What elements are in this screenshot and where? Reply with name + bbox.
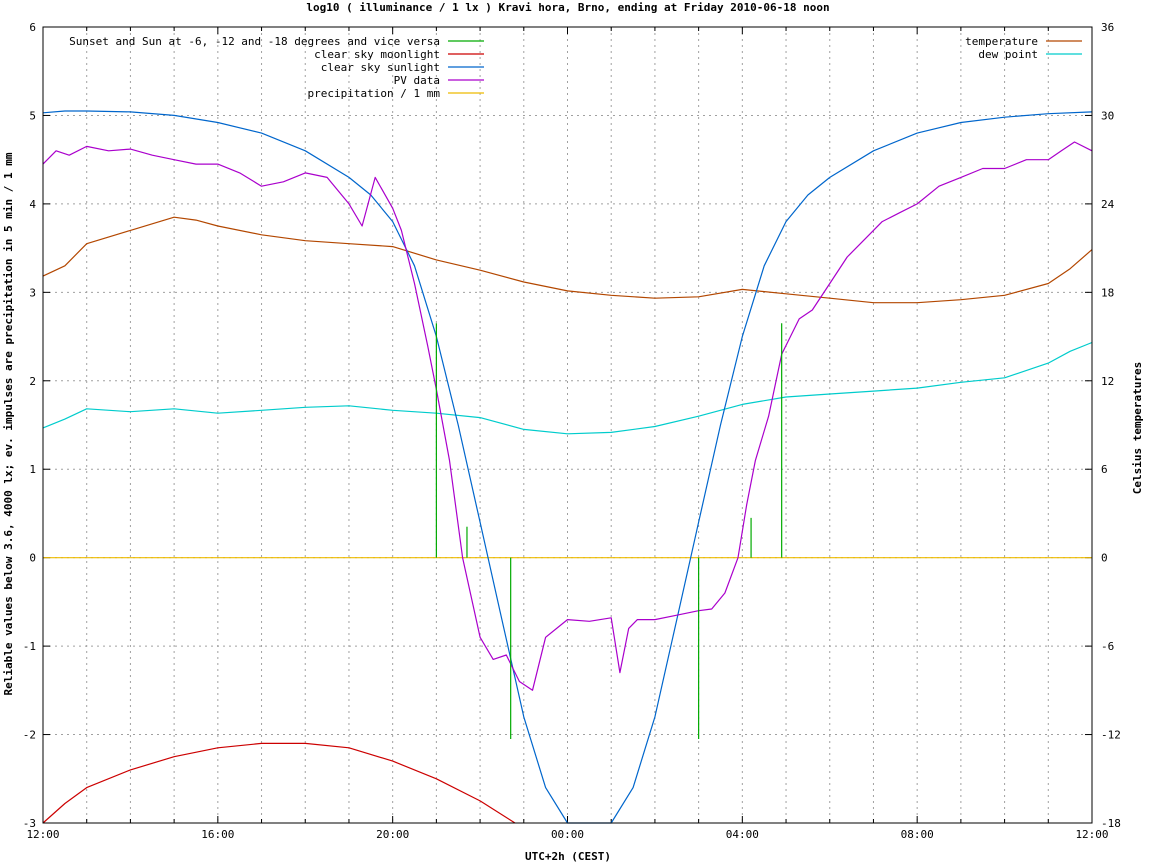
chart-title: log10 ( illuminance / 1 lx ) Kravi hora,…	[306, 1, 829, 14]
series-layer	[42, 110, 1093, 824]
legend-label: Sunset and Sun at -6, -12 and -18 degree…	[69, 35, 440, 48]
y-tick-label: -2	[23, 729, 36, 742]
x-tick-label: 12:00	[26, 828, 59, 841]
y2-axis-label: Celsius temperatures	[1131, 362, 1144, 494]
x-axis-label: UTC+2h (CEST)	[525, 850, 611, 863]
x-tick-label: 20:00	[376, 828, 409, 841]
legend-label: clear sky moonlight	[314, 48, 440, 61]
legend-label: clear sky sunlight	[321, 61, 440, 74]
plot-frame	[42, 26, 1093, 824]
x-tick-label: 00:00	[551, 828, 584, 841]
y-axis-label: Reliable values below 3.6, 4000 lx; ev. …	[2, 152, 15, 695]
legend-label: PV data	[394, 74, 440, 87]
legend-left: Sunset and Sun at -6, -12 and -18 degree…	[69, 35, 484, 100]
series-line-pv	[42, 141, 1093, 691]
y2-tick-label: 18	[1101, 286, 1114, 299]
y-tick-label: 4	[29, 198, 36, 211]
y2-tick-label: 0	[1101, 552, 1108, 565]
y2-tick-label: -6	[1101, 640, 1114, 653]
legend-label: dew point	[978, 48, 1038, 61]
y2-tick-label: -18	[1101, 817, 1121, 830]
y-tick-label: 3	[29, 286, 36, 299]
y-tick-label: 1	[29, 463, 36, 476]
x-tick-label: 12:00	[1075, 828, 1108, 841]
y-tick-label: 2	[29, 375, 36, 388]
series-line-moonlight	[42, 742, 516, 824]
legend-label: temperature	[965, 35, 1038, 48]
y-tick-label: 0	[29, 552, 36, 565]
tick-labels: -3 -18 -2 -12 -1 -6 0 0 1 6 2 12 3 18 4 24 5 30 6 36 12:00 16…	[23, 21, 1121, 841]
y2-tick-label: 36	[1101, 21, 1114, 34]
series-line-dew_point	[42, 341, 1093, 435]
y2-tick-label: 24	[1101, 198, 1115, 211]
y2-tick-label: 12	[1101, 375, 1114, 388]
y-tick-label: -3	[23, 817, 36, 830]
y2-tick-label: -12	[1101, 729, 1121, 742]
y-tick-label: 5	[29, 109, 36, 122]
y-tick-label: 6	[29, 21, 36, 34]
x-tick-label: 08:00	[901, 828, 934, 841]
y2-tick-label: 30	[1101, 109, 1114, 122]
legend-label: precipitation / 1 mm	[308, 87, 441, 100]
x-tick-label: 16:00	[201, 828, 234, 841]
series-line-temperature	[42, 216, 1093, 304]
x-tick-label: 04:00	[726, 828, 759, 841]
grid-lines	[43, 27, 1092, 823]
y2-tick-label: 6	[1101, 463, 1108, 476]
y-tick-label: -1	[23, 640, 36, 653]
